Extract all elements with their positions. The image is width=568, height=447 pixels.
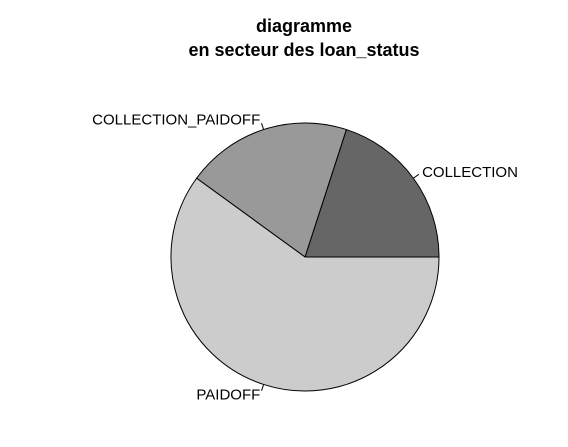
pie-labels: COLLECTION COLLECTION_PAIDOFF PAIDOFF bbox=[92, 111, 518, 403]
pie-label-collection: COLLECTION bbox=[422, 164, 518, 181]
pie-slice-paidoff bbox=[170, 177, 440, 392]
pie-label-paidoff: PAIDOFF bbox=[196, 387, 260, 404]
pie-slice-collection bbox=[304, 128, 440, 258]
chart-title-line-1: diagramme bbox=[256, 16, 352, 36]
pie-slices bbox=[170, 122, 440, 392]
pie-label-tick bbox=[261, 123, 265, 130]
pie-label-tick bbox=[413, 173, 420, 179]
chart-title-line-2: en secteur des loan_status bbox=[188, 40, 419, 60]
pie-label-tick bbox=[261, 384, 265, 391]
pie-label-collection-paidoff: COLLECTION_PAIDOFF bbox=[92, 111, 260, 128]
